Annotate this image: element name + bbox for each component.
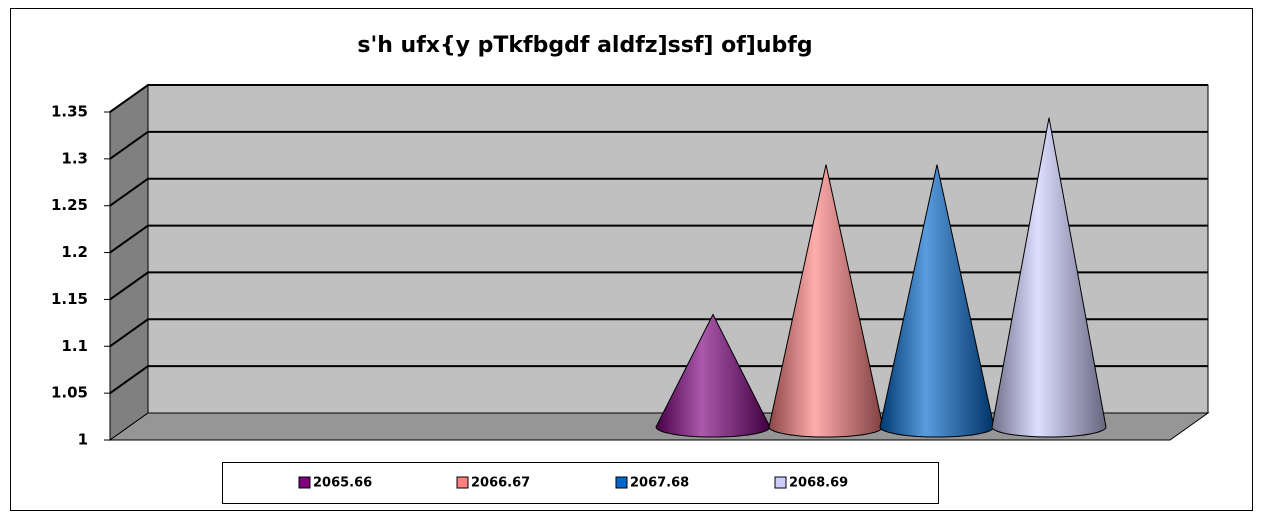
- grid-line: [109, 84, 1208, 113]
- legend-box: [222, 462, 939, 504]
- legend-swatch: [456, 476, 469, 489]
- legend-label: 2066.67: [471, 476, 530, 491]
- y-tick-label: 1.05: [51, 384, 88, 402]
- cone: [991, 117, 1107, 438]
- cone: [655, 313, 771, 438]
- y-tick-label: 1.15: [51, 290, 88, 308]
- legend-swatch: [615, 476, 628, 489]
- grid-line: [109, 271, 1208, 301]
- legend-swatch: [774, 476, 787, 489]
- y-tick-label: 1.35: [51, 103, 88, 121]
- y-tick-label: 1.25: [51, 196, 88, 214]
- grid-line: [109, 130, 1208, 160]
- y-tick-label: 1.1: [61, 337, 88, 355]
- y-tick-label: 1: [78, 431, 88, 449]
- legend-label: 2065.66: [313, 476, 372, 491]
- grid-line: [109, 224, 1208, 254]
- side-wall: [109, 84, 149, 441]
- legend-label: 2068.69: [789, 476, 848, 491]
- legend-swatch: [298, 476, 311, 489]
- grid-line: [109, 177, 1208, 207]
- legend-label: 2067.68: [630, 476, 689, 491]
- y-tick-label: 1.2: [61, 243, 88, 261]
- cone: [768, 164, 884, 438]
- chart-title: s'h ufx{y pTkfbgdf aldfz]ssf] of]ubfg: [357, 33, 812, 58]
- y-tick-label: 1.3: [61, 149, 88, 167]
- cone: [879, 164, 995, 438]
